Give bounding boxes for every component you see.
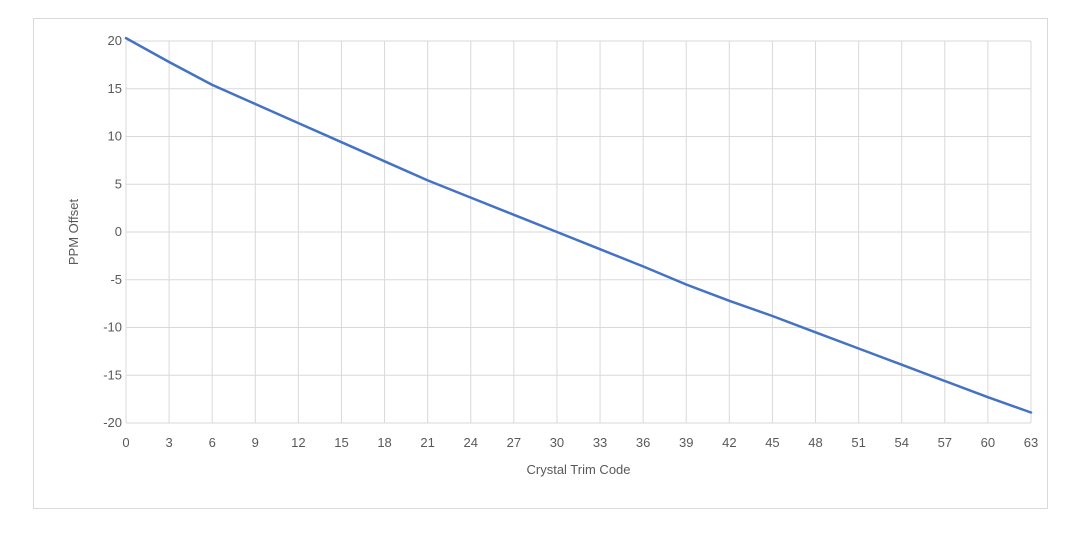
x-tick-label: 39 — [679, 435, 693, 450]
x-tick-label: 42 — [722, 435, 736, 450]
x-tick-label: 36 — [636, 435, 650, 450]
x-tick-label: 48 — [808, 435, 822, 450]
y-tick-label: -10 — [103, 320, 122, 335]
x-tick-label: 54 — [894, 435, 908, 450]
x-tick-label: 21 — [420, 435, 434, 450]
y-axis-title: PPM Offset — [66, 199, 81, 266]
x-axis-tick-labels: 0 3 6 9 12 15 18 21 24 27 30 33 36 39 42 45 48 51 54 57 60 63 — [122, 435, 1038, 450]
x-tick-label: 33 — [593, 435, 607, 450]
x-tick-label: 6 — [209, 435, 216, 450]
x-tick-label: 3 — [165, 435, 172, 450]
y-tick-label: 20 — [108, 33, 122, 48]
y-tick-label: 15 — [108, 81, 122, 96]
y-tick-label: -20 — [103, 415, 122, 430]
y-tick-label: 0 — [115, 224, 122, 239]
gridlines — [125, 40, 1032, 424]
x-tick-label: 0 — [122, 435, 129, 450]
x-tick-label: 30 — [550, 435, 564, 450]
x-tick-label: 60 — [981, 435, 995, 450]
x-tick-label: 63 — [1024, 435, 1038, 450]
x-tick-label: 51 — [851, 435, 865, 450]
x-tick-label: 24 — [464, 435, 478, 450]
x-tick-label: 18 — [377, 435, 391, 450]
x-tick-label: 57 — [938, 435, 952, 450]
y-axis-tick-labels: 20 15 10 5 0 -5 -10 -15 -20 — [103, 33, 122, 430]
y-tick-label: 10 — [108, 129, 122, 144]
x-tick-label: 45 — [765, 435, 779, 450]
y-tick-label: -15 — [103, 367, 122, 382]
x-tick-label: 27 — [507, 435, 521, 450]
x-tick-label: 9 — [252, 435, 259, 450]
x-tick-label: 15 — [334, 435, 348, 450]
y-tick-label: -5 — [110, 272, 122, 287]
series-line — [124, 36, 1033, 414]
y-tick-label: 5 — [115, 176, 122, 191]
chart-area: 20 15 10 5 0 -5 -10 -15 -20 0 3 6 9 12 15 18 21 24 27 30 33… — [33, 18, 1048, 509]
x-axis-title: Crystal Trim Code — [526, 462, 630, 477]
x-tick-label: 12 — [291, 435, 305, 450]
series-layer — [124, 36, 1033, 414]
